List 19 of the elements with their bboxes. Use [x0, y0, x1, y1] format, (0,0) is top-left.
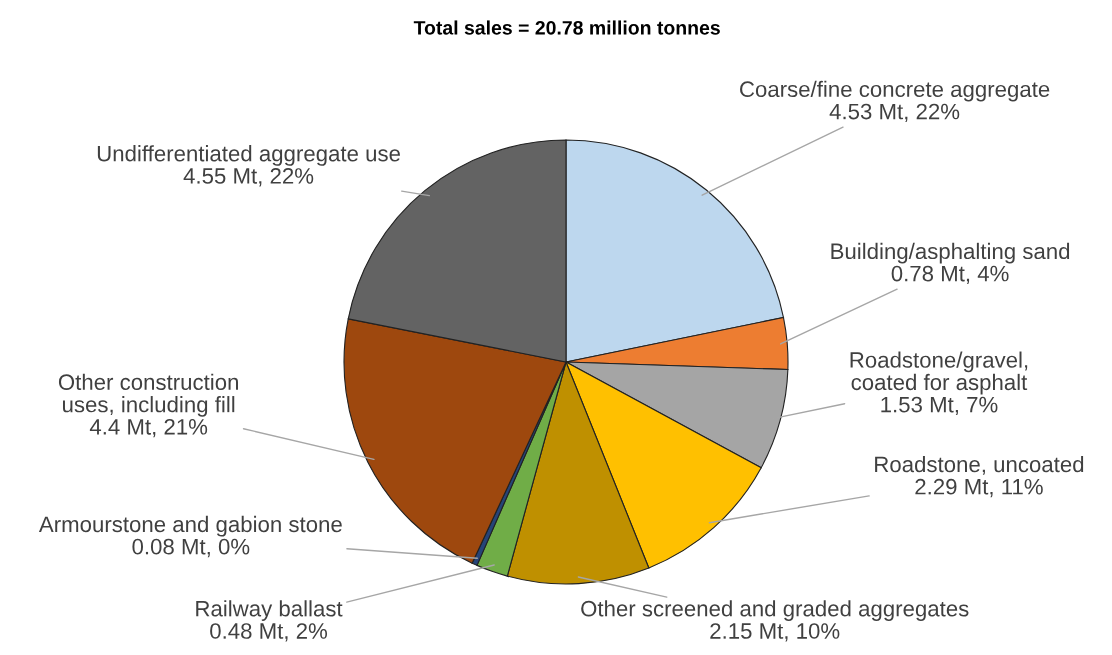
slice-label: Other construction uses, including fill: [58, 373, 238, 417]
data-label: 0.08 Mt, 0%: [132, 538, 250, 558]
slice-label: Other screened and graded aggregates: [581, 600, 969, 621]
data-label: 1.53 Mt, 7%: [881, 396, 998, 416]
data-label: 2.15 Mt, 10%: [710, 623, 840, 642]
slice-label: Building/asphalting sand: [831, 242, 1070, 264]
slice-label: Roadstone/gravel, coated for asphalt: [850, 351, 1028, 395]
data-label: 4.4 Mt, 21%: [89, 418, 208, 438]
chart-title: Total sales = 20.78 million tonnes: [413, 20, 720, 35]
slice-label: Armourstone and gabion stone: [38, 515, 342, 537]
data-label: 0.78 Mt, 4%: [891, 265, 1009, 285]
data-label: 2.29 Mt, 11%: [915, 478, 1043, 498]
slice-label: Railway ballast: [196, 600, 343, 621]
slice-label: Coarse/fine concrete aggregate: [740, 80, 1050, 102]
data-label: 4.55 Mt, 22%: [183, 168, 314, 187]
data-label: 0.48 Mt, 2%: [210, 623, 328, 642]
data-label: 4.53 Mt, 22%: [829, 103, 960, 123]
slice-label: Undifferentiated aggregate use: [97, 145, 400, 166]
slice-label: Roadstone, uncoated: [875, 455, 1084, 475]
